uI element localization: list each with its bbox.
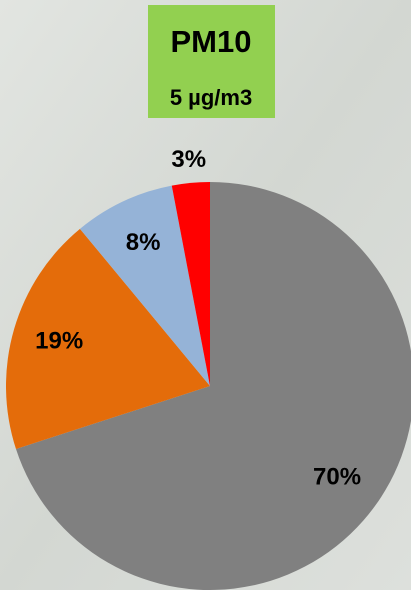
data-label: 3% [171,146,206,173]
data-label: 19% [35,328,83,355]
data-label: 70% [313,464,361,491]
labels: 70% 19% 8% 3% [35,146,361,491]
pie [6,182,411,590]
pie-slice [171,182,210,386]
chart-title: PM10 [171,24,252,59]
pie-slice [15,182,411,590]
data-label: 8% [126,229,161,256]
chart-subtitle: 5 µg/m3 [170,85,252,110]
pie-slice [79,185,210,386]
pie-slice [6,228,211,450]
title-box [148,5,275,118]
